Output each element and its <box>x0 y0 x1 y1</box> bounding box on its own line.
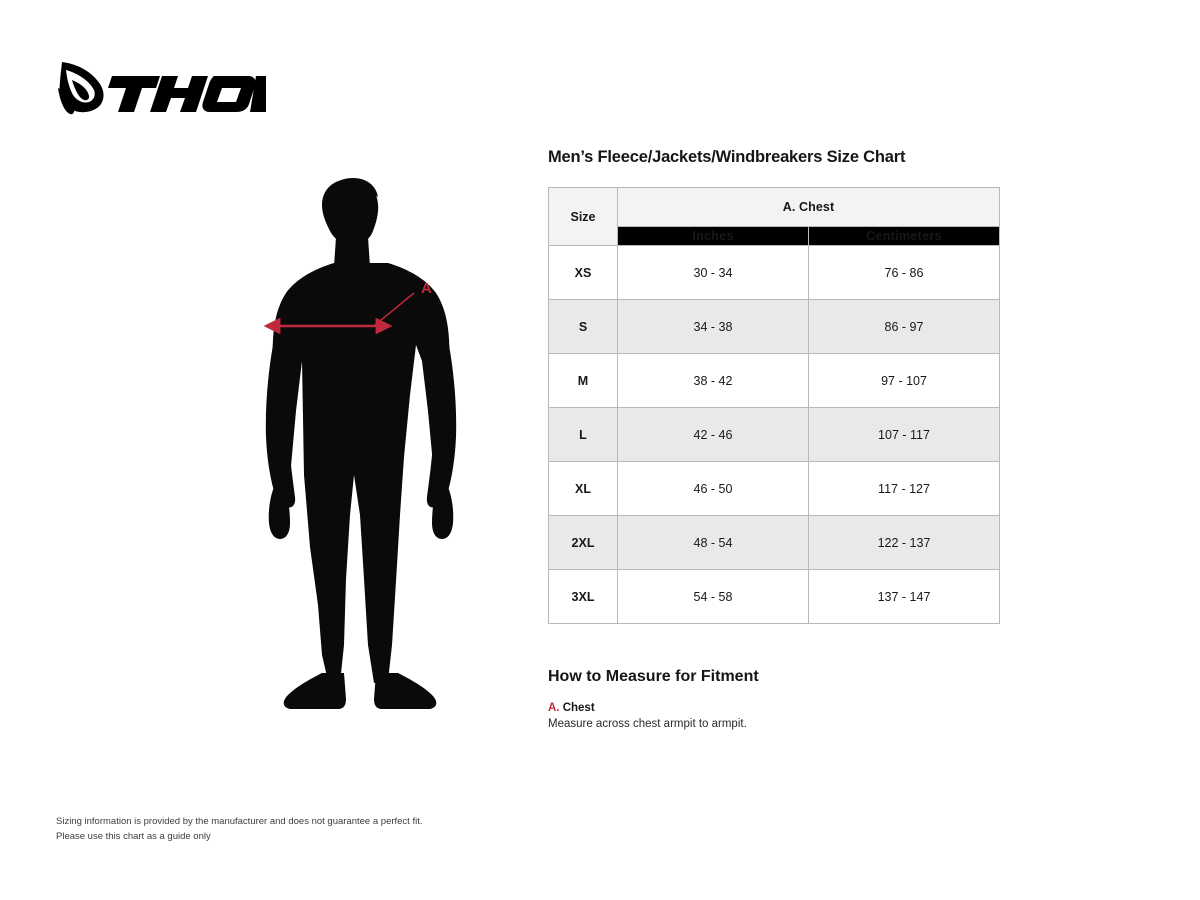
cell-inches: 46 - 50 <box>617 461 809 516</box>
cell-size: XS <box>548 245 618 300</box>
table-row: 3XL 54 - 58 137 - 147 <box>548 569 1000 624</box>
cell-size: S <box>548 299 618 354</box>
disclaimer-line-2: Please use this chart as a guide only <box>56 830 211 842</box>
table-header: Size A. Chest Inches Centimeters <box>548 187 1000 247</box>
chest-annotation-letter: A <box>421 280 432 297</box>
chest-leader-line <box>374 292 415 326</box>
thor-logo-svg <box>58 62 306 115</box>
column-header-size: Size <box>548 187 618 246</box>
measure-item-name: Chest <box>562 702 595 714</box>
table-row: 2XL 48 - 54 122 - 137 <box>548 515 1000 570</box>
table-row: XL 46 - 50 117 - 127 <box>548 461 1000 516</box>
column-header-inches: Inches <box>617 225 809 247</box>
size-chart-panel: Men’s Fleece/Jackets/Windbreakers Size C… <box>548 148 1003 730</box>
measure-item-label: A. Chest <box>548 702 1003 714</box>
column-header-centimeters: Centimeters <box>808 225 1000 247</box>
figure-panel: A <box>210 175 510 720</box>
column-group-header-chest: A. Chest <box>617 187 1000 227</box>
cell-inches: 42 - 46 <box>617 407 809 462</box>
table-body: XS 30 - 34 76 - 86 S 34 - 38 86 - 97 M 3… <box>548 245 1000 624</box>
measure-item-description: Measure across chest armpit to armpit. <box>548 718 747 730</box>
measure-item: A. Chest Measure across chest armpit to … <box>548 702 1003 730</box>
cell-size: L <box>548 407 618 462</box>
table-row: M 38 - 42 97 - 107 <box>548 353 1000 408</box>
cell-centimeters: 76 - 86 <box>808 245 1000 300</box>
thor-helmet-icon <box>58 62 104 115</box>
chest-measurement-annotation: A <box>263 280 432 335</box>
cell-centimeters: 137 - 147 <box>808 569 1000 624</box>
size-chart-table: Size A. Chest Inches Centimeters XS 30 -… <box>548 187 1000 624</box>
thor-brand-logo <box>56 58 306 118</box>
cell-inches: 38 - 42 <box>617 353 809 408</box>
cell-size: 3XL <box>548 569 618 624</box>
male-body-silhouette <box>265 178 457 709</box>
measure-item-key: A. <box>548 702 560 714</box>
cell-inches: 30 - 34 <box>617 245 809 300</box>
disclaimer: Sizing information is provided by the ma… <box>56 815 476 844</box>
cell-size: 2XL <box>548 515 618 570</box>
thor-wordmark <box>108 76 301 112</box>
table-row: L 42 - 46 107 - 117 <box>548 407 1000 462</box>
cell-centimeters: 97 - 107 <box>808 353 1000 408</box>
disclaimer-line-1: Sizing information is provided by the ma… <box>56 816 423 827</box>
table-row: XS 30 - 34 76 - 86 <box>548 245 1000 300</box>
cell-inches: 34 - 38 <box>617 299 809 354</box>
page-title: Men’s Fleece/Jackets/Windbreakers Size C… <box>548 148 906 166</box>
cell-inches: 48 - 54 <box>617 515 809 570</box>
cell-centimeters: 86 - 97 <box>808 299 1000 354</box>
how-to-measure-heading: How to Measure for Fitment <box>548 668 759 685</box>
cell-size: XL <box>548 461 618 516</box>
cell-centimeters: 122 - 137 <box>808 515 1000 570</box>
cell-centimeters: 117 - 127 <box>808 461 1000 516</box>
table-header-row-1: Size A. Chest <box>548 187 1000 246</box>
cell-centimeters: 107 - 117 <box>808 407 1000 462</box>
table-header-row-2: Inches Centimeters <box>549 225 1000 247</box>
cell-inches: 54 - 58 <box>617 569 809 624</box>
how-to-measure-section: How to Measure for Fitment A. Chest Meas… <box>548 668 1003 730</box>
cell-size: M <box>548 353 618 408</box>
table-row: S 34 - 38 86 - 97 <box>548 299 1000 354</box>
